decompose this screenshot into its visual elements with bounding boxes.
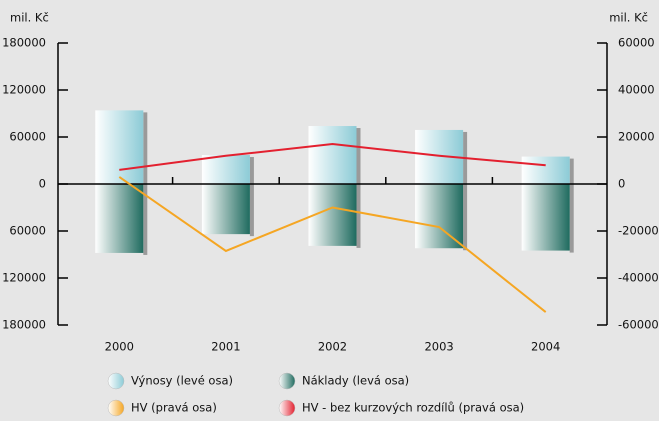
bar — [308, 126, 357, 184]
y-tick-label: 120000 — [2, 271, 46, 285]
legend-swatch — [107, 399, 125, 417]
bar — [521, 156, 570, 184]
y2-tick-label: 40000 — [618, 83, 655, 97]
y2-tick-label: -40000 — [618, 271, 659, 285]
x-tick-label: 2004 — [531, 340, 560, 354]
bar — [95, 110, 144, 184]
x-tick-label: 2000 — [105, 340, 134, 354]
bar — [95, 184, 144, 253]
x-tick-label: 2002 — [318, 340, 347, 354]
y-tick-label: 180000 — [2, 318, 46, 332]
bar — [415, 184, 464, 249]
bar — [201, 184, 250, 235]
y-tick-label: 0 — [39, 177, 46, 191]
y-tick-label: 60000 — [9, 224, 46, 238]
bar-shadow — [569, 186, 574, 253]
bar-shadow — [463, 186, 468, 251]
y-axis-label: mil. Kč — [10, 11, 49, 25]
legend-swatch — [278, 399, 296, 417]
line — [118, 176, 547, 313]
bar-shadow — [249, 157, 254, 186]
bar-shadow — [143, 112, 148, 186]
bar-shadow — [356, 128, 361, 186]
y2-axis-label: mil. Kč — [609, 11, 648, 25]
bar-shadow — [143, 186, 148, 255]
legend-label: HV - bez kurzových rozdílů (pravá osa) — [302, 401, 524, 415]
legend-label: HV (pravá osa) — [131, 401, 217, 415]
bar-shadow — [569, 158, 574, 186]
x-tick-label: 2001 — [211, 340, 240, 354]
line — [119, 143, 546, 171]
x-tick-label: 2003 — [424, 340, 453, 354]
y2-tick-label: -20000 — [618, 224, 659, 238]
y2-tick-label: 20000 — [618, 130, 655, 144]
legend-label: Náklady (levá osa) — [302, 374, 409, 388]
legend-label: Výnosy (levé osa) — [131, 374, 233, 388]
bar-shadow — [356, 186, 361, 248]
legend-swatch — [278, 372, 296, 390]
bar-shadow — [249, 186, 254, 237]
y-tick-label: 60000 — [9, 130, 46, 144]
y-tick-label: 180000 — [2, 36, 46, 50]
y-tick-label: 120000 — [2, 83, 46, 97]
legend-swatch — [107, 372, 125, 390]
bar — [521, 184, 570, 251]
y2-tick-label: 60000 — [618, 36, 655, 50]
bar — [201, 155, 250, 184]
y2-tick-label: -60000 — [618, 318, 659, 332]
y2-tick-label: 0 — [618, 177, 625, 191]
